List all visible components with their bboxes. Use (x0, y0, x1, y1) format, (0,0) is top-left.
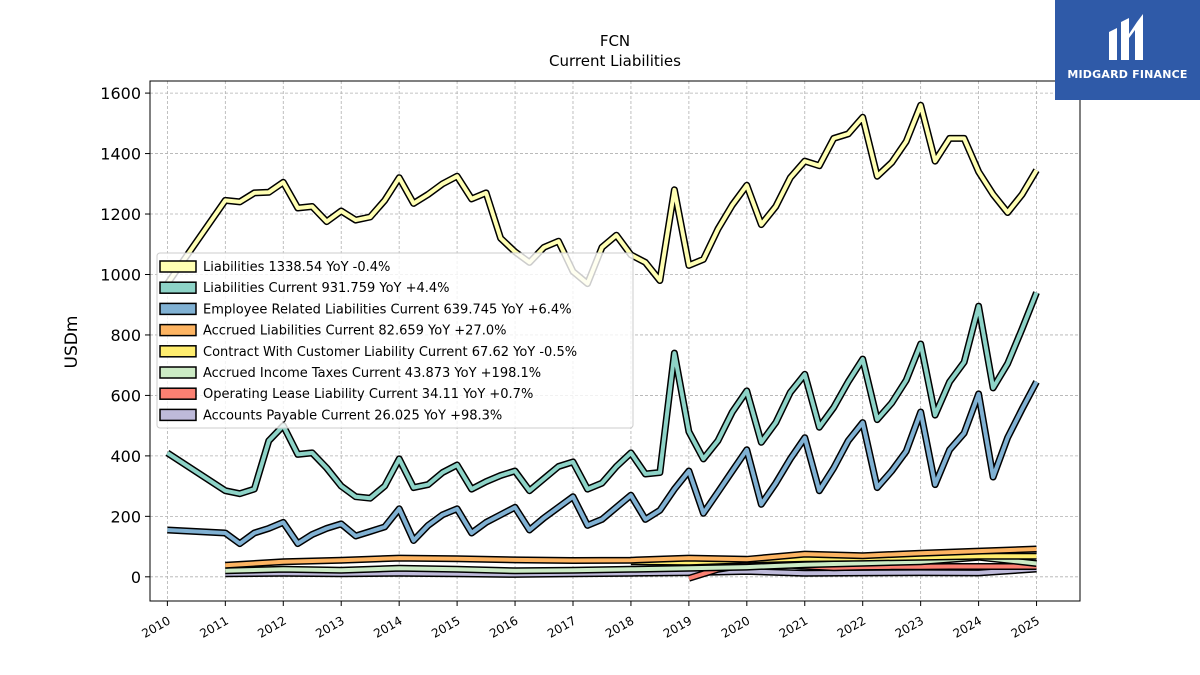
x-tick-label: 2012 (255, 613, 288, 640)
chart-subtitle: Current Liabilities (549, 52, 681, 70)
chart-title: FCN (599, 32, 631, 50)
x-tick-label: 2018 (603, 613, 636, 640)
legend-entry: Accrued Income Taxes Current 43.873 YoY … (203, 366, 541, 381)
brand-mark-icon (1109, 14, 1143, 60)
brand-name: MIDGARD FINANCE (1067, 68, 1188, 81)
legend-swatch (159, 408, 197, 422)
x-tick-label: 2019 (661, 613, 694, 640)
y-tick-label: 0 (131, 568, 141, 587)
legend-entry: Liabilities Current 931.759 YoY +4.4% (203, 281, 450, 296)
x-tick-label: 2017 (545, 613, 578, 640)
x-tick-label: 2015 (429, 613, 462, 640)
legend-entry: Accounts Payable Current 26.025 YoY +98.… (203, 408, 502, 423)
legend-box (156, 252, 634, 429)
x-tick-label: 2023 (893, 613, 926, 640)
series-group (164, 101, 1040, 582)
series-line-liabilities (165, 103, 1039, 286)
x-tick-label: 2021 (777, 613, 810, 640)
legend-entry: Employee Related Liabilities Current 639… (203, 302, 572, 317)
x-tick-label: 2020 (719, 613, 752, 640)
x-tick-label: 2011 (197, 613, 230, 640)
legend-swatch (159, 260, 197, 273)
legend-entry: Accrued Liabilities Current 82.659 YoY +… (203, 324, 506, 339)
x-tick-label: 2014 (371, 613, 404, 640)
y-tick-label: 1200 (100, 205, 141, 224)
x-tick-label: 2010 (139, 613, 172, 640)
x-tick-label: 2024 (951, 613, 984, 640)
plot-frame (149, 80, 1081, 602)
x-tick-label: 2013 (313, 613, 346, 640)
legend-swatch (159, 345, 197, 358)
y-tick-label: 1000 (100, 265, 141, 284)
series-line-accrued-liabilities-current (225, 547, 1037, 568)
y-tick-label: 1600 (100, 84, 141, 103)
y-tick-label: 1400 (100, 145, 141, 164)
x-tick-label: 2022 (835, 613, 868, 640)
series-line-accrued-income-taxes-current (225, 555, 1037, 573)
y-tick-label: 200 (110, 507, 141, 526)
x-tick-label: 2016 (487, 613, 520, 640)
legend: Liabilities 1338.54 YoY -0.4% Liabilities… (156, 252, 634, 429)
y-tick-label: 400 (110, 447, 141, 466)
y-tick-label: 800 (110, 326, 141, 345)
legend-entry: Contract With Customer Liability Current… (203, 345, 577, 360)
legend-swatch (159, 366, 197, 379)
series-line-accounts-payable-current (225, 567, 1037, 577)
y-tick-label: 600 (110, 386, 141, 405)
legend-entry: Operating Lease Liability Current 34.11 … (203, 387, 533, 402)
legend-swatch (159, 387, 197, 400)
legend-entry: Liabilities 1338.54 YoY -0.4% (203, 260, 390, 275)
legend-swatch (159, 323, 197, 337)
legend-swatch (159, 281, 197, 294)
legend-swatch (159, 302, 197, 316)
x-tick-label: 2025 (1009, 613, 1042, 640)
brand-logo: MIDGARD FINANCE (1055, 0, 1200, 100)
series-line-employee-related-liabilities-current (167, 380, 1039, 546)
series-line-liabilities-current (166, 291, 1039, 501)
